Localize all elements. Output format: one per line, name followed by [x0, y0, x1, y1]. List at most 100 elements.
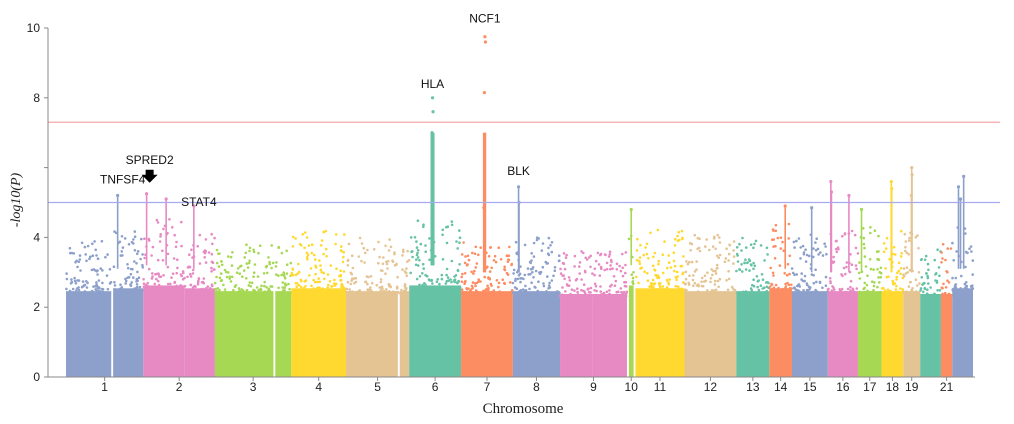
- snp-point: [949, 247, 953, 250]
- snp-point: [210, 283, 214, 287]
- snp-point: [539, 270, 543, 274]
- snp-point: [923, 286, 927, 290]
- snp-point: [130, 240, 134, 244]
- snp-point: [92, 285, 95, 288]
- snp-point: [305, 255, 309, 259]
- snp-point: [380, 285, 384, 289]
- snp-point: [819, 251, 822, 254]
- snp-point: [561, 261, 565, 265]
- snp-point: [676, 288, 679, 291]
- snp-point: [537, 280, 540, 284]
- snp-point: [899, 267, 903, 270]
- snp-point: [936, 248, 939, 251]
- snp-point: [915, 284, 919, 287]
- snp-point: [570, 288, 574, 292]
- snp-point: [430, 285, 434, 289]
- snp-point: [735, 252, 739, 256]
- snp-point: [95, 281, 98, 284]
- snp-point: [850, 263, 854, 267]
- snp-point: [864, 290, 867, 294]
- snp-point: [769, 285, 772, 288]
- y-tick-label: 4: [33, 230, 40, 244]
- snp-point: [607, 255, 611, 258]
- snp-point: [567, 276, 571, 279]
- arrow-down-icon: [141, 169, 158, 183]
- snp-point: [595, 294, 599, 298]
- x-tick-label-chr-2: 2: [176, 380, 183, 394]
- snp-point: [445, 273, 448, 277]
- snp-point: [416, 256, 420, 259]
- snp-point: [303, 246, 306, 250]
- snp-point: [223, 288, 227, 291]
- snp-point: [944, 258, 947, 262]
- snp-point: [919, 289, 922, 292]
- snp-point: [869, 267, 873, 271]
- snp-point: [375, 283, 379, 287]
- snp-point: [71, 287, 75, 291]
- snp-point: [669, 289, 672, 292]
- snp-point: [812, 255, 815, 259]
- snp-point: [91, 254, 95, 257]
- snp-point: [180, 274, 183, 278]
- snp-point: [960, 274, 963, 278]
- snp-point: [259, 288, 263, 292]
- snp-point: [277, 245, 281, 249]
- snp-point: [878, 281, 881, 284]
- snp-point: [506, 273, 510, 276]
- snp-point: [133, 230, 137, 233]
- peak-point: [889, 179, 893, 184]
- snp-point: [391, 259, 394, 263]
- snp-point: [742, 291, 746, 294]
- snp-point: [589, 254, 592, 258]
- snp-point: [532, 276, 535, 279]
- snp-point: [280, 273, 283, 277]
- snp-point: [802, 291, 805, 295]
- snp-point: [186, 275, 189, 279]
- snp-point: [86, 244, 90, 248]
- snp-point: [329, 264, 333, 267]
- snp-point: [547, 236, 551, 240]
- snp-point: [460, 253, 464, 256]
- snp-point: [642, 253, 645, 257]
- snp-point: [358, 289, 362, 292]
- snp-point: [645, 242, 649, 246]
- snp-point: [744, 246, 748, 249]
- snp-point: [741, 270, 744, 273]
- snp-point: [964, 265, 967, 269]
- snp-point: [313, 253, 316, 257]
- snp-point: [843, 232, 847, 235]
- snp-point: [124, 279, 128, 283]
- snp-point: [536, 289, 539, 293]
- snp-point: [172, 257, 176, 260]
- snp-point: [143, 237, 146, 240]
- snp-point: [718, 277, 722, 281]
- snp-point: [230, 275, 234, 279]
- snp-point: [921, 293, 924, 297]
- snp-point: [428, 258, 431, 262]
- snp-point: [861, 227, 865, 230]
- snp-point: [535, 238, 539, 242]
- snp-point: [304, 285, 307, 288]
- snp-point: [99, 291, 103, 295]
- snp-point: [723, 260, 727, 264]
- snp-point: [778, 264, 782, 267]
- snp-point: [445, 279, 449, 283]
- snp-point: [405, 274, 409, 278]
- snp-point: [415, 240, 418, 243]
- snp-point: [240, 264, 243, 268]
- snp-point: [180, 244, 183, 248]
- snp-point: [487, 254, 491, 258]
- snp-point: [151, 245, 155, 249]
- snp-point: [340, 249, 343, 253]
- snp-point: [666, 266, 669, 270]
- chr-block-2b: [184, 288, 215, 377]
- snp-point: [474, 284, 477, 288]
- snp-point: [65, 287, 68, 291]
- snp-point: [873, 229, 877, 232]
- snp-point: [756, 280, 760, 283]
- snp-point: [142, 285, 146, 289]
- snp-point: [197, 277, 201, 280]
- peak-point: [430, 131, 434, 135]
- snp-point: [382, 256, 385, 259]
- snp-point: [166, 265, 170, 269]
